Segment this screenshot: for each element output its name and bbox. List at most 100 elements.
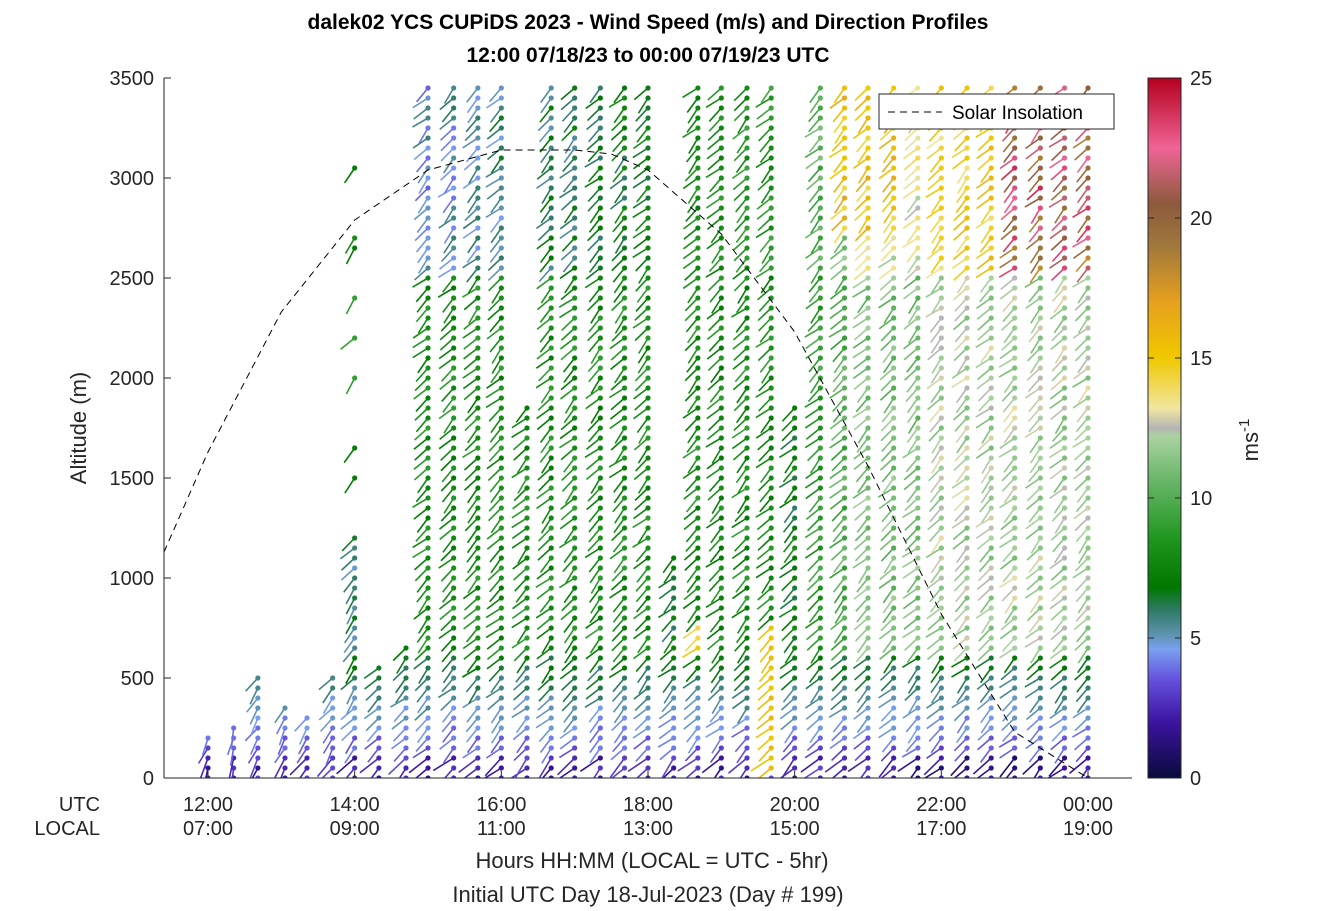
wind-barb-stem xyxy=(1076,167,1089,183)
wind-barb-stem xyxy=(706,457,722,470)
wind-barb-stem xyxy=(466,267,479,283)
wind-barb-stem xyxy=(979,597,992,614)
wind-barb-stem xyxy=(931,237,943,254)
wind-barb-stem xyxy=(613,107,626,124)
wind-barb-point xyxy=(817,755,823,761)
wind-barb-stem xyxy=(976,677,992,690)
wind-barb-point xyxy=(621,725,628,731)
wind-barb-stem xyxy=(345,587,356,605)
wind-barb-point xyxy=(352,535,358,541)
wind-barb-point xyxy=(915,695,921,701)
wind-barb-stem xyxy=(462,447,479,459)
wind-barb-stem xyxy=(1051,507,1066,522)
wind-barb-stem xyxy=(438,217,455,229)
wind-barb-point xyxy=(915,655,921,661)
wind-barb-stem xyxy=(437,687,455,699)
wind-barb-point xyxy=(768,445,774,451)
wind-barb-stem xyxy=(808,667,821,683)
wind-barb-point xyxy=(792,695,798,701)
wind-barb-stem xyxy=(955,427,968,443)
wind-barb-point xyxy=(1037,225,1043,231)
wind-barb-point xyxy=(1037,535,1043,541)
wind-barb-point xyxy=(988,755,994,761)
wind-barb-point xyxy=(597,125,603,131)
wind-barb-stem xyxy=(879,367,895,381)
wind-barb-point xyxy=(938,385,944,391)
wind-barb-stem xyxy=(463,357,479,371)
wind-barb-stem xyxy=(1024,687,1041,699)
wind-barb-point xyxy=(744,465,750,471)
wind-barb-point xyxy=(475,345,481,351)
wind-barb-stem xyxy=(1026,607,1041,622)
wind-barb-stem xyxy=(1030,537,1042,554)
wind-barb-point xyxy=(695,705,701,711)
wind-barb-point xyxy=(1061,565,1068,571)
wind-barb-point xyxy=(621,195,628,201)
wind-barb-stem xyxy=(1053,617,1066,633)
wind-barb-stem xyxy=(609,337,626,350)
wind-barb-stem xyxy=(854,247,869,261)
wind-barb-point xyxy=(1012,595,1018,601)
wind-barb-point xyxy=(621,595,628,601)
wind-barb-stem xyxy=(1054,687,1066,704)
wind-barb-point xyxy=(1037,135,1043,141)
wind-barb-point xyxy=(498,655,504,661)
wind-barb-point xyxy=(891,665,897,671)
wind-barb-stem xyxy=(535,377,552,389)
wind-barb-stem xyxy=(585,97,601,110)
wind-barb-stem xyxy=(902,557,919,568)
wind-barb-point xyxy=(475,285,481,291)
wind-barb-point xyxy=(865,675,871,681)
wind-barb-stem xyxy=(1053,547,1066,564)
wind-barb-point xyxy=(645,195,651,201)
wind-barb-point xyxy=(498,725,504,731)
wind-barb-point xyxy=(524,595,530,601)
wind-barb-point xyxy=(988,765,994,771)
wind-barb-point xyxy=(1037,195,1043,201)
wind-barb-stem xyxy=(412,327,429,339)
wind-barb-stem xyxy=(906,247,919,263)
wind-barb-stem xyxy=(1074,517,1089,532)
wind-barb-point xyxy=(964,675,970,681)
wind-barb-stem xyxy=(393,747,407,762)
wind-barb-point xyxy=(451,525,457,531)
wind-barb-stem xyxy=(999,647,1016,659)
wind-barb-stem xyxy=(632,227,649,239)
wind-barb-point xyxy=(475,175,481,181)
wind-barb-point xyxy=(425,505,431,511)
wind-barb-stem xyxy=(706,407,722,420)
wind-barb-point xyxy=(891,175,897,181)
wind-barb-stem xyxy=(709,747,722,763)
wind-barb-stem xyxy=(486,147,502,161)
wind-barb-point xyxy=(548,535,554,541)
wind-barb-point xyxy=(475,485,481,491)
wind-barb-point xyxy=(1061,315,1068,321)
wind-barb-stem xyxy=(1029,357,1042,374)
wind-barb-stem xyxy=(438,597,455,610)
wind-barb-point xyxy=(475,255,481,261)
wind-barb-stem xyxy=(442,537,455,553)
wind-barb-point xyxy=(425,205,431,211)
wind-barb-stem xyxy=(735,297,748,314)
wind-barb-point xyxy=(891,85,897,91)
wind-barb-stem xyxy=(1077,357,1089,374)
wind-barb-stem xyxy=(710,227,722,244)
wind-barb-stem xyxy=(364,677,380,690)
wind-barb-point xyxy=(988,495,994,501)
wind-barb-stem xyxy=(488,407,502,422)
wind-barb-stem xyxy=(682,657,699,669)
wind-barb-point xyxy=(645,385,651,391)
wind-barb-stem xyxy=(1003,327,1016,344)
wind-barb-point xyxy=(988,415,994,421)
wind-barb-stem xyxy=(783,527,796,544)
wind-barb-stem xyxy=(535,707,552,719)
wind-barb-point xyxy=(964,755,970,761)
wind-barb-point xyxy=(1085,135,1091,141)
wind-barb-stem xyxy=(731,527,748,538)
wind-barb-stem xyxy=(587,147,601,162)
wind-barb-point xyxy=(425,545,431,551)
wind-barb-point xyxy=(1061,725,1068,731)
wind-barb-stem xyxy=(929,157,942,173)
wind-barb-stem xyxy=(804,747,821,759)
